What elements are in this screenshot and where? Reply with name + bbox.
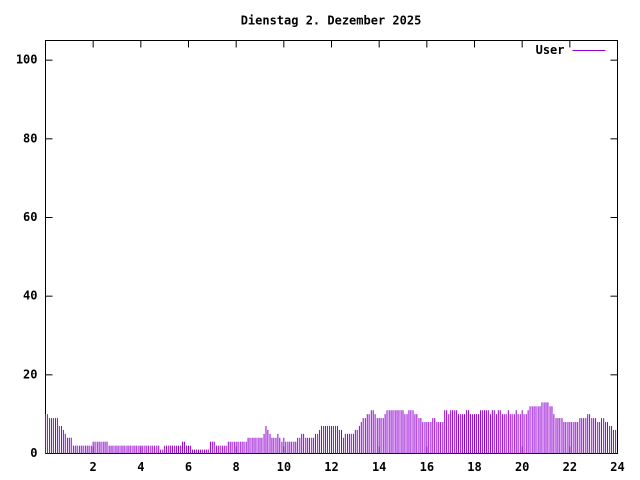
y-tick-label: 0: [30, 446, 37, 460]
x-tick-label: 14: [372, 460, 386, 474]
chart-title: Dienstag 2. Dezember 2025: [241, 14, 422, 28]
y-tick-label: 80: [23, 131, 37, 145]
x-tick-label: 6: [185, 460, 192, 474]
x-tick-label: 8: [233, 460, 240, 474]
x-tick-label: 22: [563, 460, 577, 474]
x-tick-label: 10: [277, 460, 291, 474]
x-tick-label: 20: [515, 460, 529, 474]
x-tick-label: 4: [137, 460, 144, 474]
y-tick-label: 100: [16, 53, 38, 67]
plot-border: [45, 40, 618, 454]
y-tick-label: 20: [23, 367, 37, 381]
x-tick-label: 12: [324, 460, 338, 474]
x-tick-label: 16: [420, 460, 434, 474]
y-tick-label: 40: [23, 289, 37, 303]
x-tick-label: 18: [467, 460, 481, 474]
y-tick-label: 60: [23, 210, 37, 224]
x-tick-label: 24: [610, 460, 624, 474]
legend-label: User: [536, 43, 565, 57]
x-tick-label: 2: [90, 460, 97, 474]
